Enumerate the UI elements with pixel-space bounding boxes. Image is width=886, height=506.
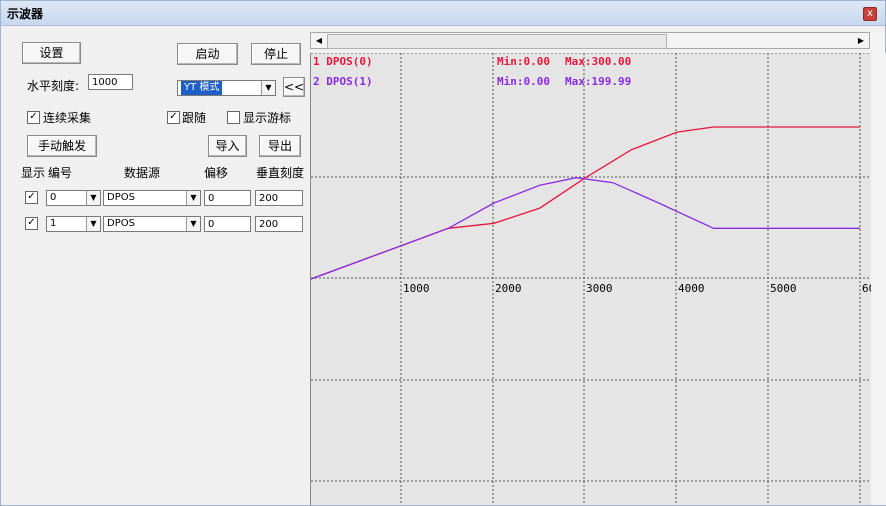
title-bar: 示波器 x [1,1,885,26]
x-tick-label: 1000 [403,282,430,295]
scroll-left-icon[interactable]: ◀ [315,36,323,45]
channel-1-offset-input[interactable]: 0 [204,216,251,232]
chevron-down-icon: ▼ [86,191,100,205]
channel-1-source-value: DPOS [107,218,135,229]
scope-display[interactable]: 1000 2000 3000 4000 5000 60 1 DPOS(0) Min:0.0… [310,53,871,505]
channel-1-show-checkbox[interactable]: ✓ [25,217,38,230]
start-button[interactable]: 启动 [177,43,238,65]
horizontal-scale-input[interactable]: 1000 [88,74,133,90]
channel-1-source-select[interactable]: DPOS ▼ [103,216,201,232]
chevron-down-icon: ▼ [261,81,275,95]
x-tick-label: 5000 [770,282,797,295]
channel-1-number-value: 1 [50,218,57,229]
legend-series-1-name: 1 DPOS(0) [313,55,373,68]
channel-0-number-value: 0 [50,192,57,203]
legend-series-2-min: Min:0.00 [497,75,550,88]
continuous-checkbox[interactable]: ✓ [27,111,40,124]
window-title: 示波器 [7,7,44,21]
x-tick-label: 3000 [586,282,613,295]
horizontal-scrollbar[interactable]: ◀ ▶ [310,32,870,49]
mode-select-value: YT 模式 [181,81,223,95]
column-offset: 偏移 [204,166,229,180]
show-cursor-checkbox[interactable] [227,111,240,124]
collapse-button[interactable]: << [283,77,305,97]
legend-series-1-max: Max:300.00 [565,55,631,68]
mode-select[interactable]: YT 模式 ▼ [177,80,276,96]
scope-grid [311,53,871,505]
chevron-down-icon: ▼ [186,217,200,231]
chevron-down-icon: ▼ [86,217,100,231]
channel-0-offset-input[interactable]: 0 [204,190,251,206]
column-vscale: 垂直刻度 [256,166,305,180]
continuous-label: 连续采集 [43,111,92,125]
chevron-down-icon: ▼ [186,191,200,205]
close-button[interactable]: x [863,7,877,21]
channel-0-vscale-input[interactable]: 200 [255,190,303,206]
vertical-scrollbar[interactable] [870,53,886,505]
scrollbar-thumb[interactable] [327,34,667,49]
legend-series-2-max: Max:199.99 [565,75,631,88]
x-tick-labels: 1000 2000 3000 4000 5000 60 [403,282,871,295]
legend: 1 DPOS(0) Min:0.00 Max:300.00 2 DPOS(1) … [313,55,631,88]
series-2-line [311,177,860,280]
scroll-corner [870,32,885,53]
export-button[interactable]: 导出 [259,135,301,157]
show-cursor-label: 显示游标 [243,111,292,125]
scope-chart: 1000 2000 3000 4000 5000 60 1 DPOS(0) Min:0.0… [311,53,871,505]
channel-0-source-select[interactable]: DPOS ▼ [103,190,201,206]
scroll-right-icon[interactable]: ▶ [857,36,865,45]
channel-0-number-select[interactable]: 0 ▼ [46,190,101,206]
channel-1-vscale-input[interactable]: 200 [255,216,303,232]
stop-button[interactable]: 停止 [251,43,301,65]
channel-0-source-value: DPOS [107,192,135,203]
follow-label: 跟随 [182,111,207,125]
channel-0-show-checkbox[interactable]: ✓ [25,191,38,204]
channel-1-number-select[interactable]: 1 ▼ [46,216,101,232]
legend-series-2-name: 2 DPOS(1) [313,75,373,88]
column-source: 数据源 [124,166,161,180]
settings-button[interactable]: 设置 [22,42,81,64]
scope-curves [311,126,860,280]
column-number: 编号 [48,166,73,180]
series-1-line [311,126,860,280]
x-tick-label: 60 [862,282,871,295]
x-tick-label: 4000 [678,282,705,295]
legend-series-1-min: Min:0.00 [497,55,550,68]
manual-trigger-button[interactable]: 手动触发 [27,135,97,157]
follow-checkbox[interactable]: ✓ [167,111,180,124]
x-tick-label: 2000 [495,282,522,295]
column-show: 显示 [21,166,46,180]
import-button[interactable]: 导入 [208,135,247,157]
horizontal-scale-label: 水平刻度: [27,79,80,93]
